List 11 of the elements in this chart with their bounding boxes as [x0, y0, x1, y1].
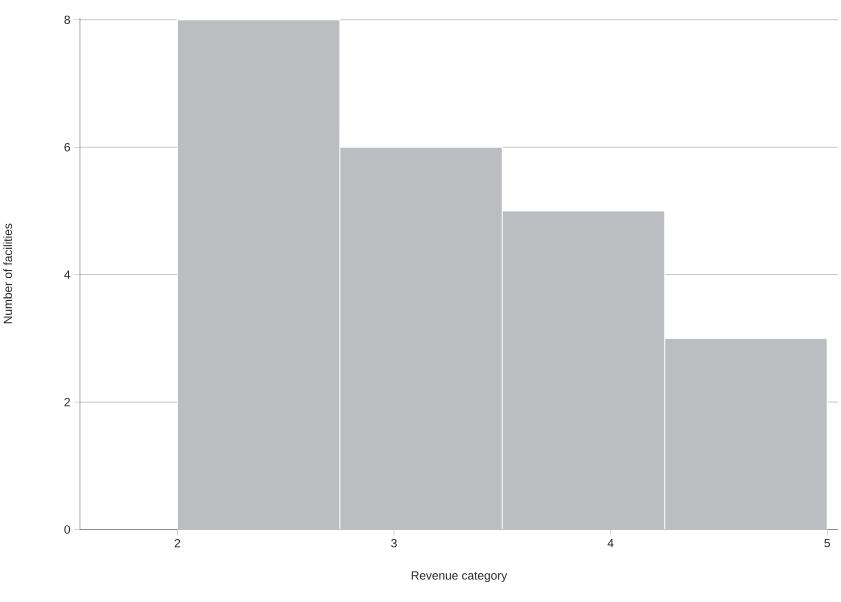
x-tick-label: 4	[608, 538, 614, 548]
x-axis-title: Revenue category	[412, 571, 508, 582]
y-tick-label: 4	[64, 270, 70, 279]
y-tick-label: 2	[64, 398, 70, 406]
x-tick-label: 5	[824, 538, 830, 548]
y-tick-label: 0	[64, 525, 70, 534]
y-axis-title: Number of facilities	[3, 224, 12, 324]
x-tick-label: 2	[174, 538, 180, 548]
y-tick-label: 8	[64, 16, 70, 24]
y-tick-label: 6	[64, 142, 70, 152]
x-tick-label: 3	[391, 538, 397, 548]
